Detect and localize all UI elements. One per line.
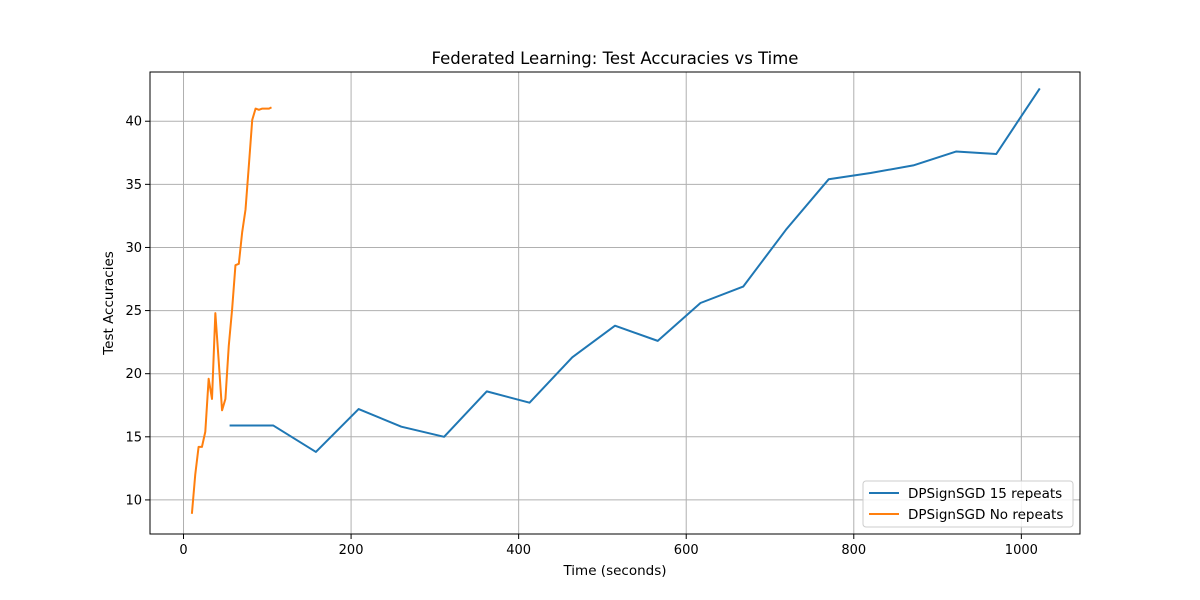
legend-box [862, 480, 1074, 528]
x-tick-label: 1000 [1005, 543, 1038, 558]
y-tick-label: 20 [125, 367, 142, 382]
y-axis-label: Test Accuracies [101, 251, 117, 356]
y-tick-label: 10 [125, 493, 142, 508]
legend-label-no-repeats: DPSignSGD No repeats [908, 507, 1063, 523]
x-tick-label: 0 [179, 543, 187, 558]
chart-title: Federated Learning: Test Accuracies vs T… [432, 49, 799, 68]
plot-frame [149, 71, 1081, 535]
x-tick-label: 600 [674, 543, 699, 558]
x-tick-label: 200 [339, 543, 364, 558]
series-line-15-repeats [229, 87, 1041, 453]
grid-lines [150, 72, 1080, 534]
y-tick-label: 40 [125, 115, 142, 130]
y-tick-label: 25 [125, 304, 142, 319]
x-tick-label: 400 [506, 543, 531, 558]
x-tick-label: 800 [841, 543, 866, 558]
y-tick-label: 35 [125, 178, 142, 193]
y-tick-label: 15 [125, 430, 142, 445]
ticks: 0 200 400 600 800 1000 10 15 20 25 30 35 40 [125, 115, 1037, 558]
legend-label-15-repeats: DPSignSGD 15 repeats [908, 486, 1062, 502]
series-layer [190, 87, 1041, 514]
legend: DPSignSGD 15 repeats DPSignSGD No repeat… [862, 480, 1074, 528]
x-axis-label: Time (seconds) [562, 563, 666, 579]
series-line-no-repeats [190, 106, 272, 514]
y-tick-label: 30 [125, 241, 142, 256]
